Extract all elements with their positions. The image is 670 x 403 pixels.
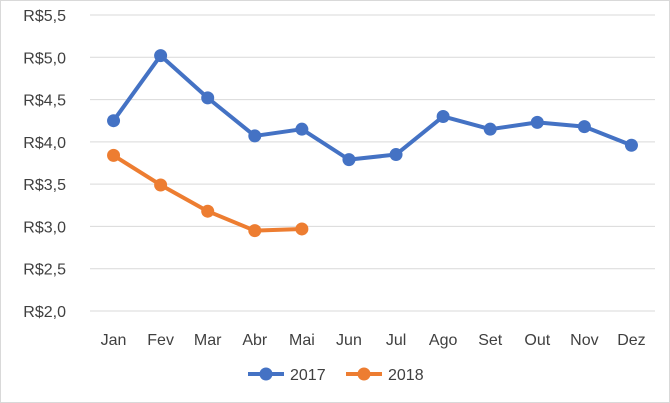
y-tick-label: R$4,5 (23, 93, 66, 110)
data-point (389, 148, 403, 162)
y-tick-label: R$5,5 (23, 8, 66, 25)
legend-item: 2017 (248, 367, 326, 384)
y-axis-ticks: R$2,0 R$2,5 R$3,0 R$3,5 R$4,0 R$4,5 R$5,0 R$5,5 (23, 8, 66, 321)
data-point (624, 138, 638, 152)
data-point (577, 120, 591, 134)
x-tick-label: Ago (429, 332, 458, 349)
data-point (342, 153, 356, 167)
x-tick-label: Dez (617, 332, 645, 349)
data-point (483, 122, 497, 136)
x-tick-label: Jan (101, 332, 127, 349)
legend-item: 2018 (346, 367, 424, 384)
x-tick-label: Abr (242, 332, 268, 349)
data-point (154, 178, 168, 192)
y-tick-label: R$2,5 (23, 262, 66, 279)
y-tick-label: R$5,0 (23, 50, 66, 67)
y-tick-label: R$4,0 (23, 135, 66, 152)
x-tick-label: Nov (570, 332, 598, 349)
legend-label: 2017 (290, 367, 326, 384)
data-point (248, 224, 262, 238)
data-point (107, 114, 121, 128)
series-group (107, 49, 638, 238)
x-tick-label: Jul (386, 332, 406, 349)
legend-swatch-marker (259, 367, 273, 381)
x-tick-label: Fev (147, 332, 174, 349)
x-tick-label: Out (524, 332, 550, 349)
y-tick-label: R$3,0 (23, 219, 66, 236)
x-tick-label: Mar (194, 332, 222, 349)
x-axis-ticks: Jan Fev Mar Abr Mai Jun Jul Ago Set Out Nov Dez (101, 332, 646, 349)
series-line (111, 153, 304, 233)
x-tick-label: Jun (336, 332, 362, 349)
data-point (295, 122, 309, 136)
gridlines (90, 14, 655, 312)
legend-swatch-marker (357, 367, 371, 381)
x-tick-label: Set (478, 332, 503, 349)
data-point (530, 115, 544, 129)
series-2017 (107, 49, 638, 167)
data-point (436, 109, 450, 123)
legend: 2017 2018 (248, 367, 424, 384)
data-point (201, 91, 215, 105)
data-point (248, 129, 262, 143)
data-point (295, 222, 309, 236)
x-tick-label: Mai (289, 332, 315, 349)
y-tick-label: R$3,5 (23, 177, 66, 194)
data-point (154, 49, 168, 63)
series-2018 (107, 148, 309, 238)
legend-label: 2018 (388, 367, 424, 384)
data-point (201, 204, 215, 218)
data-point (107, 148, 121, 162)
series-line (111, 53, 634, 162)
y-tick-label: R$2,0 (23, 304, 66, 321)
